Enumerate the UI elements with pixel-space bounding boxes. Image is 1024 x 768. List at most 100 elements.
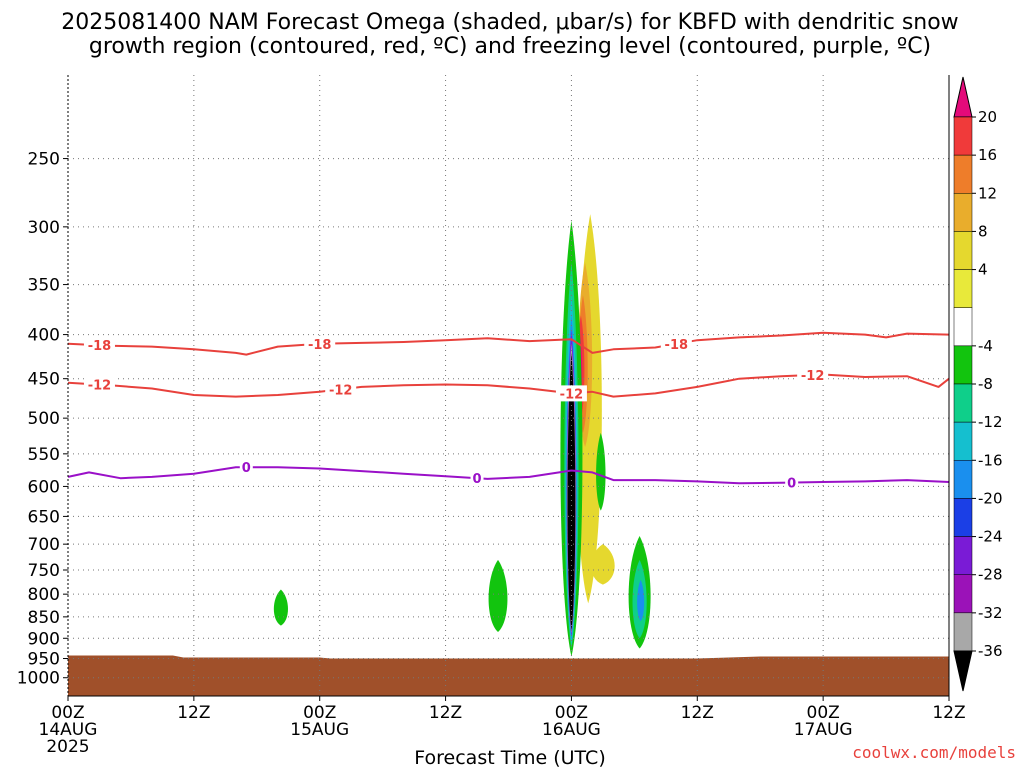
contour-line--18 — [67, 331, 950, 356]
y-tick-label: 600 — [28, 477, 60, 497]
chart-title-line-2: growth region (contoured, red, ºC) and f… — [89, 34, 931, 59]
colorbar-label: -4 — [978, 337, 993, 355]
colorbar-label: -20 — [978, 489, 1003, 507]
colorbar-label: -32 — [978, 604, 1003, 622]
contour-label-bg — [304, 335, 336, 352]
colorbar-label: 8 — [978, 222, 988, 240]
omega-cell-green — [273, 589, 288, 626]
colorbar-segment — [953, 460, 973, 499]
y-tick-label: 950 — [28, 650, 60, 670]
colorbar-label: -24 — [978, 528, 1003, 546]
x-tick-label: 00Z — [555, 703, 588, 723]
x-tick-label: 17AUG — [794, 720, 853, 740]
colorbar-segment — [953, 574, 973, 614]
omega-cell-blue — [637, 579, 645, 622]
x-tick-label: 12Z — [177, 703, 210, 723]
x-tick-label: 00Z — [807, 703, 840, 723]
omega-negative-green-2 — [596, 432, 606, 511]
colorbar-segment — [953, 269, 973, 308]
omega-positive-yellow-lobe — [591, 544, 615, 585]
colorbar-label: -36 — [978, 642, 1003, 660]
ground-layer — [68, 655, 949, 696]
contour-label-bg — [83, 337, 115, 354]
colorbar-label: 12 — [978, 184, 997, 202]
colorbar: 20 16 12 8 4 -4 -8 -12 -16 -20 -24 -28 -32 -36 — [953, 76, 1003, 692]
x-tick-label: 16AUG — [542, 720, 601, 740]
colorbar-label: -8 — [978, 375, 993, 393]
y-tick-label: 900 — [28, 629, 60, 649]
contour-label-bg — [660, 335, 692, 352]
colorbar-label: -16 — [978, 451, 1003, 469]
contour-label-bg — [785, 474, 799, 491]
y-tick-label: 700 — [28, 535, 60, 555]
colorbar-bottom-arrow — [953, 650, 973, 692]
y-tick-label: 650 — [28, 507, 60, 527]
x-axis-label: Forecast Time (UTC) — [414, 747, 605, 768]
x-tick-label: 12Z — [681, 703, 714, 723]
colorbar-segment — [953, 536, 973, 575]
colorbar-segment — [953, 231, 973, 270]
colorbar-label: -28 — [978, 566, 1003, 584]
y-tick-label: 850 — [28, 608, 60, 628]
contour-label: -12 — [560, 387, 584, 402]
y-tick-label: 300 — [28, 218, 60, 238]
colorbar-label: 20 — [978, 108, 997, 126]
colorbar-label: 16 — [978, 146, 997, 164]
contour-label-bg — [325, 381, 357, 398]
y-tick-label: 800 — [28, 585, 60, 605]
y-axis: 2503003504004505005506006507007508008509… — [17, 75, 950, 696]
x-tick-label: 14AUG — [39, 720, 98, 740]
contour-label-bg — [555, 385, 587, 402]
y-tick-label: 1000 — [17, 669, 60, 689]
contour-label: 0 — [242, 461, 251, 476]
omega-negative-black — [567, 352, 576, 631]
colorbar-segment — [953, 421, 973, 461]
contour-label: 0 — [473, 472, 482, 487]
contour-label: -12 — [88, 379, 112, 394]
colorbar-segment — [953, 307, 973, 347]
y-tick-label: 550 — [28, 445, 60, 465]
colorbar-label: 4 — [978, 261, 988, 279]
contour-line--12 — [67, 373, 950, 398]
colorbar-segment — [953, 193, 973, 232]
plot-area — [68, 75, 949, 696]
contour-label: -18 — [308, 338, 332, 353]
x-tick-label: 15AUG — [290, 720, 349, 740]
x-tick-label: 12Z — [429, 703, 462, 723]
x-tick-label: 00Z — [51, 703, 84, 723]
colorbar-segment — [953, 154, 973, 194]
x-tick-label: 2025 — [46, 737, 89, 757]
omega-cell-green — [488, 559, 508, 632]
contour-label-bg — [470, 470, 484, 487]
contour-label: -18 — [665, 338, 689, 353]
y-tick-label: 500 — [28, 409, 60, 429]
colorbar-segment — [953, 498, 973, 537]
colorbar-segment — [953, 116, 973, 156]
colorbar-label: -12 — [978, 413, 1003, 431]
contour-lines: -18 -18 -18 -12 -12 -12 -12 0 0 0 — [67, 331, 950, 492]
y-tick-label: 450 — [28, 370, 60, 390]
contour-label-bg — [239, 459, 253, 476]
y-tick-label: 400 — [28, 326, 60, 346]
x-tick-label: 12Z — [932, 703, 965, 723]
ground-surface — [68, 655, 949, 696]
y-tick-label: 250 — [28, 150, 60, 170]
credit-link[interactable]: coolwx.com/models — [852, 743, 1016, 762]
contour-label: -18 — [88, 339, 112, 354]
colorbar-segment — [953, 345, 973, 385]
chart-title-line-1: 2025081400 NAM Forecast Omega (shaded, μ… — [61, 10, 958, 35]
contour-label: 0 — [787, 477, 796, 492]
colorbar-segment — [953, 383, 973, 423]
y-tick-label: 350 — [28, 276, 60, 296]
y-tick-label: 750 — [28, 561, 60, 581]
colorbar-top-arrow — [953, 76, 973, 118]
contour-label: -12 — [329, 383, 353, 398]
x-tick-label: 00Z — [303, 703, 336, 723]
plot-background — [68, 75, 949, 696]
contour-label-bg — [797, 366, 829, 383]
contour-label: -12 — [801, 369, 825, 384]
colorbar-segment — [953, 612, 973, 652]
contour-label-bg — [83, 376, 115, 393]
